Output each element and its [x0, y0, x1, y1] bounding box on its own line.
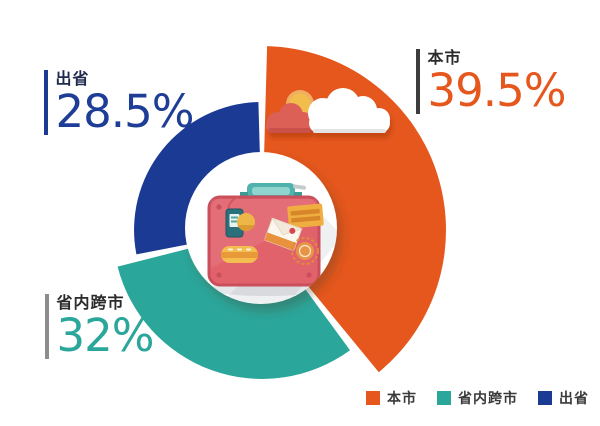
callout-label: 出省: [55, 69, 90, 88]
legend-swatch-intra-province: [437, 391, 451, 405]
callout-accent-bar: [44, 70, 48, 136]
callout-value: 39.5%: [427, 64, 567, 118]
clouds-decoration: [266, 88, 390, 133]
legend-item-out-of-province: 出省: [538, 388, 589, 408]
callout-label: 本市: [427, 48, 462, 67]
center-illustration: [185, 152, 337, 304]
pie-slice-intra-province: [117, 230, 350, 379]
callout-accent-bar: [45, 294, 49, 360]
callout-intra-province: 省内跨市 32%: [45, 293, 155, 363]
legend-swatch-local-city: [366, 391, 380, 405]
callout-value: 28.5%: [55, 85, 195, 139]
legend-label: 本市: [387, 391, 417, 407]
legend-label: 省内跨市: [458, 391, 518, 407]
legend-item-intra-province: 省内跨市: [437, 388, 518, 408]
callout-out-of-province: 出省 28.5%: [44, 69, 195, 139]
callout-value: 32%: [56, 309, 155, 363]
callout-label: 省内跨市: [56, 293, 125, 312]
legend: 本市 省内跨市 出省: [366, 388, 589, 408]
suitcase-icon: [207, 183, 337, 304]
coral-cloud-icon: [266, 103, 313, 133]
callout-local-city: 本市 39.5%: [416, 48, 567, 118]
legend-swatch-out-of-province: [538, 391, 552, 405]
legend-item-local-city: 本市: [366, 388, 417, 408]
callout-accent-bar: [416, 49, 420, 115]
legend-label: 出省: [559, 391, 589, 407]
white-cloud-icon: [308, 88, 390, 133]
